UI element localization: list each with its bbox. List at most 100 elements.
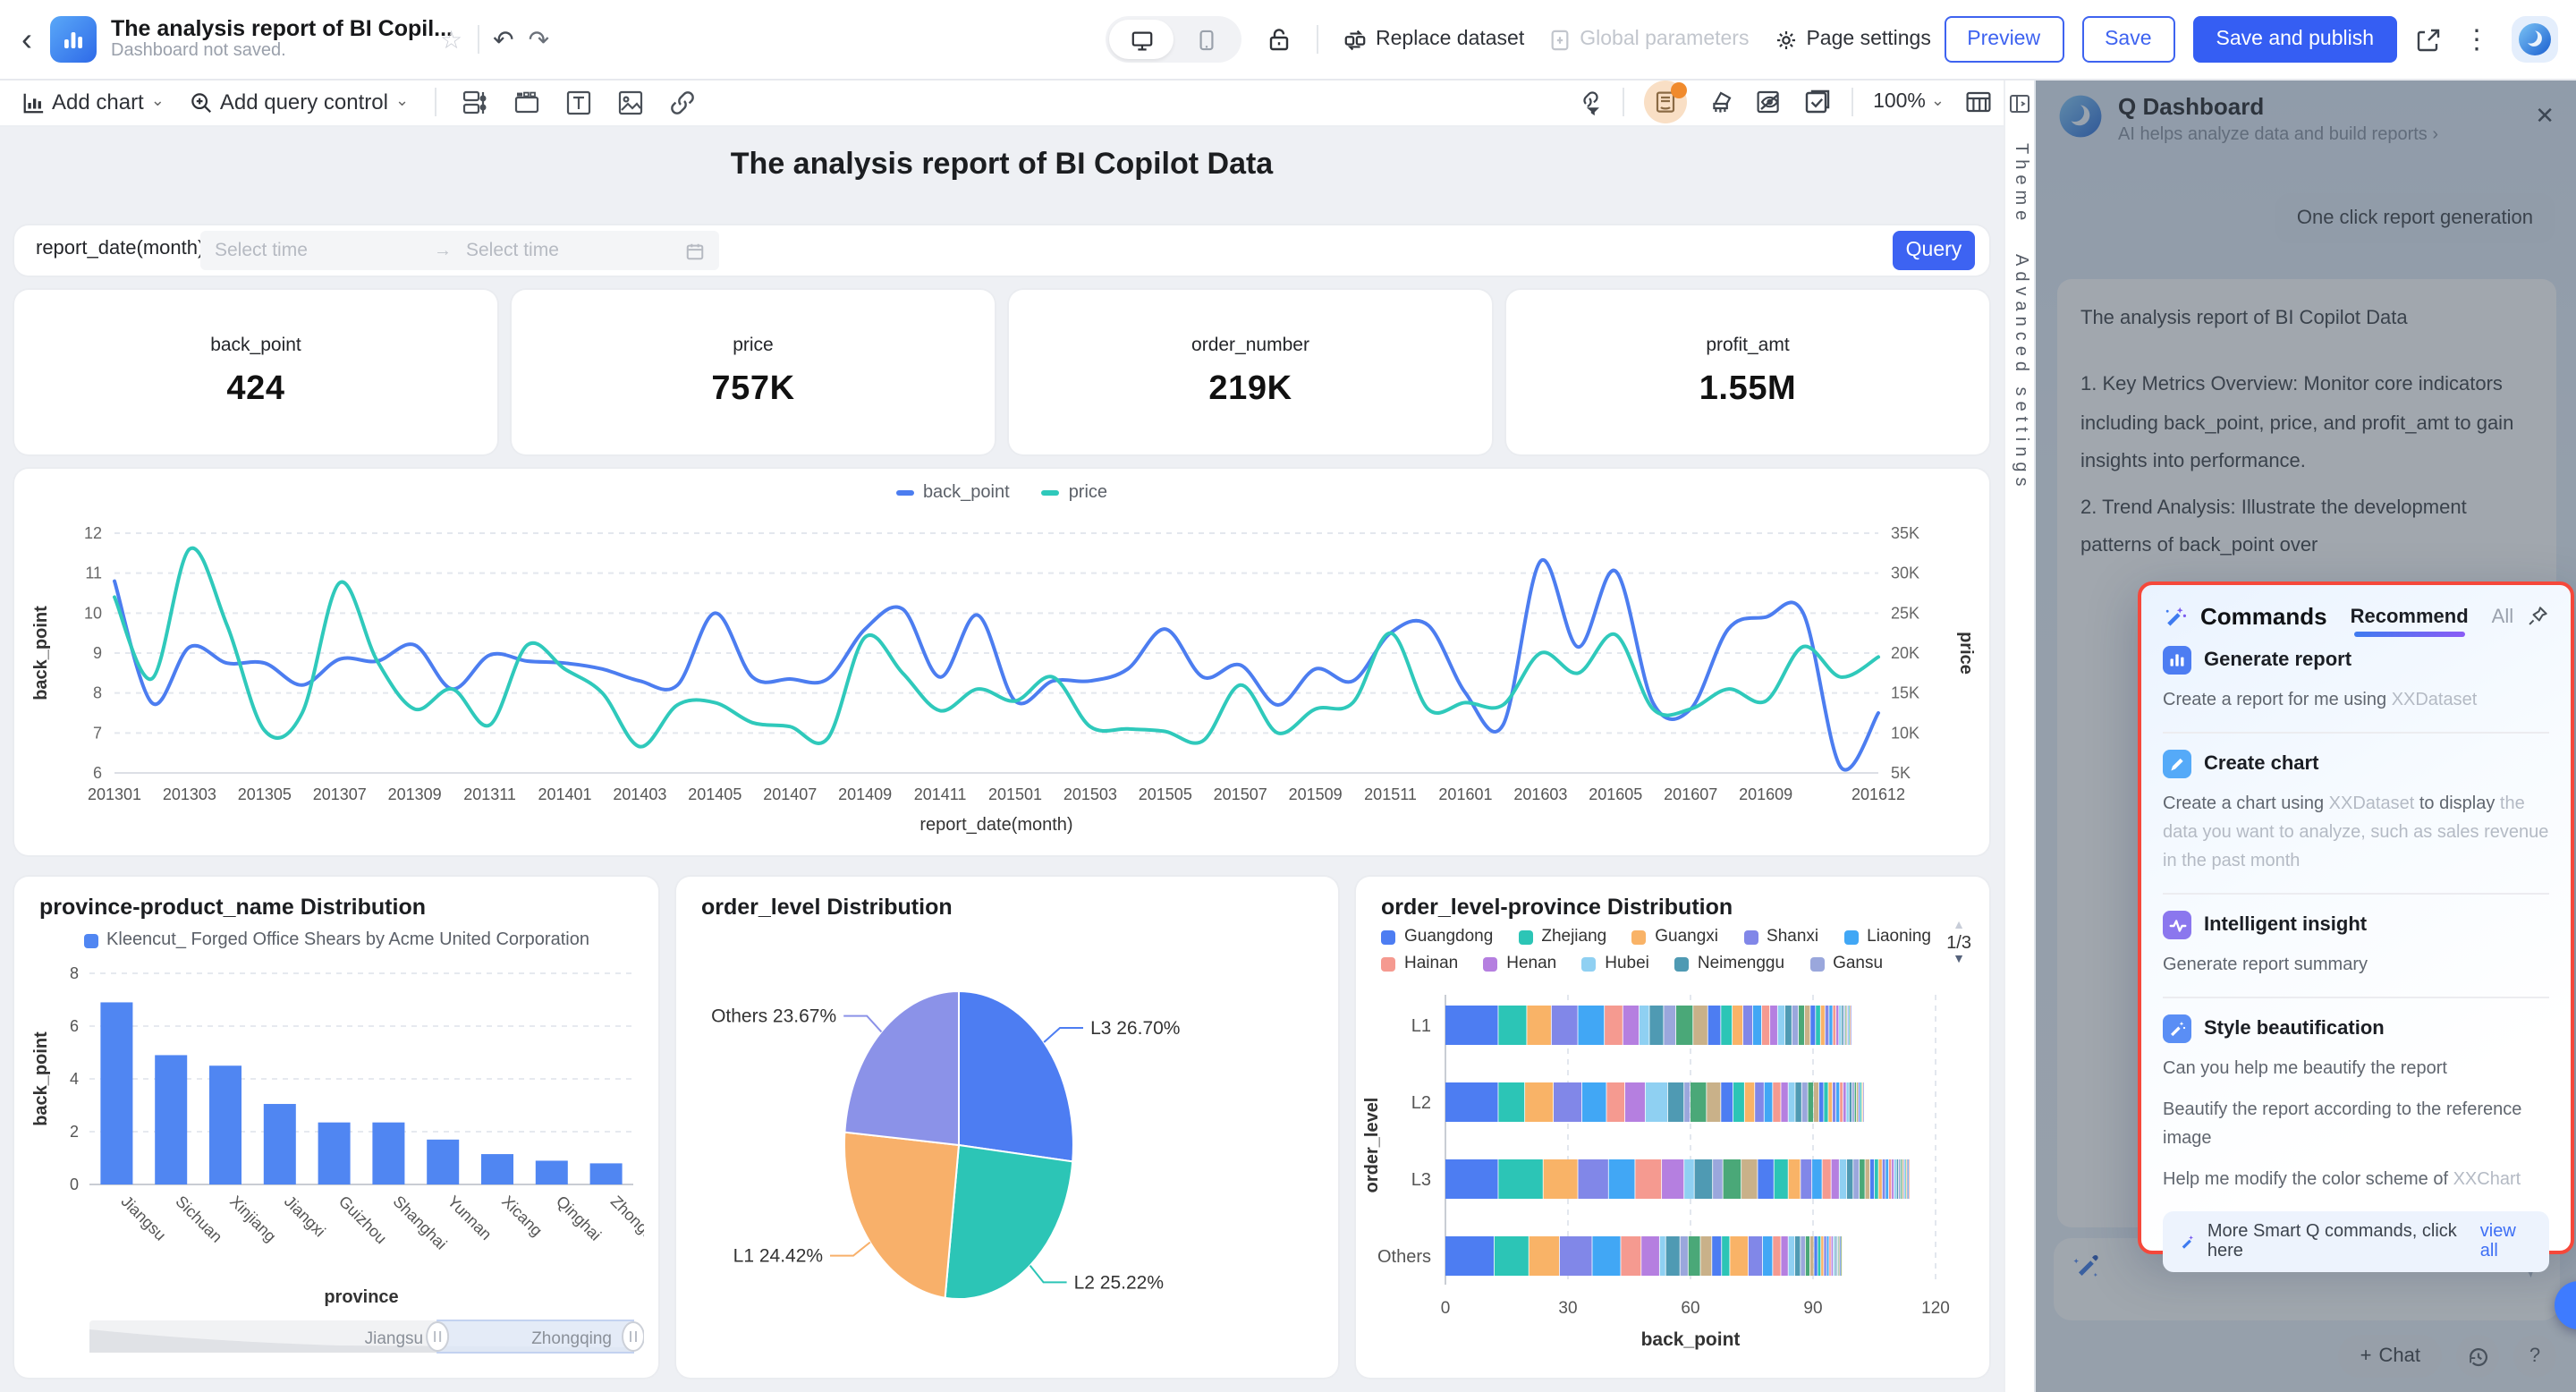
more-menu-icon[interactable]: ⋮ [2463,25,2490,55]
tab-all[interactable]: All [2491,606,2514,627]
svg-text:Guizhou: Guizhou [335,1193,391,1248]
command-item-create-chart[interactable]: Create chart Create a chart using XXDatas… [2163,750,2549,895]
add-query-control-button[interactable]: Add query control ⌄ [190,89,409,115]
svg-text:201409: 201409 [838,785,892,803]
mobile-view-toggle[interactable] [1174,20,1238,59]
kpi-card-profit-amt[interactable]: profit_amt 1.55M [1506,290,1989,454]
legend-item[interactable]: Guangxi [1631,927,1718,946]
command-item-style-beautification[interactable]: Style beautification Can you help me beau… [2163,1014,2549,1195]
command-item-generate-report[interactable]: Generate report Create a report for me us… [2163,646,2549,734]
theme-brush-icon[interactable] [1707,88,1735,116]
kpi-card-price[interactable]: price 757K [512,290,995,454]
kpi-card-back-point[interactable]: back_point 424 [14,290,497,454]
link-widget-icon[interactable] [668,89,695,115]
zoom-level-select[interactable]: 100% ⌄ [1873,90,1945,113]
grid-table-icon[interactable] [1964,88,1993,116]
favorite-star-icon[interactable]: ☆ [440,24,463,53]
svg-text:201401: 201401 [538,785,591,803]
advanced-settings-tab[interactable]: Advanced settings [2011,254,2030,492]
svg-text:6: 6 [93,764,102,782]
page-up-icon[interactable]: ▲ [1953,920,1966,932]
page-settings-button[interactable]: Page settings [1774,28,1931,51]
legend-item[interactable]: Neimenggu [1674,954,1784,973]
svg-text:order_level: order_level [1362,1098,1382,1193]
svg-text:province: province [324,1287,398,1307]
kpi-value: 1.55M [1699,370,1797,408]
global-parameters-button[interactable]: Global parameters [1549,28,1749,51]
legend-item[interactable]: back_point [895,483,1010,503]
kpi-label: back_point [210,335,301,356]
hide-preview-icon[interactable] [1755,88,1784,116]
device-toggle[interactable] [1106,16,1241,63]
legend-item[interactable]: Shanxi [1743,927,1818,946]
share-icon[interactable] [2415,26,2442,53]
bar-chart-card[interactable]: province-product_name Distribution Kleen… [14,877,658,1378]
command-title: Generate report [2204,649,2352,671]
svg-text:Xinjiang: Xinjiang [226,1193,279,1245]
tab-widget-icon[interactable] [513,89,539,115]
end-date-placeholder: Select time [466,240,559,261]
legend-item[interactable]: Zhejiang [1518,927,1606,946]
svg-text:11: 11 [85,564,102,582]
undo-icon[interactable]: ↶ [493,24,514,53]
svg-text:201407: 201407 [763,785,817,803]
date-range-input[interactable]: Select time → Select time [200,231,719,270]
command-item-intelligent-insight[interactable]: Intelligent insight Generate report summa… [2163,911,2549,998]
svg-text:Jiangsu: Jiangsu [118,1193,170,1244]
legend-item[interactable]: Gansu [1809,954,1883,973]
svg-text:201307: 201307 [313,785,367,803]
kpi-card-order-number[interactable]: order_number 219K [1009,290,1492,454]
command-description[interactable]: Help me modify the color scheme of XXCha… [2163,1170,2521,1190]
legend-item[interactable]: Hainan [1381,954,1458,973]
svg-text:2: 2 [70,1123,79,1141]
stacked-bar-card[interactable]: order_level-province Distribution Guangd… [1356,877,1989,1378]
legend-item[interactable]: Liaoning [1843,927,1931,946]
command-description[interactable]: Can you help me beautify the report [2163,1059,2447,1079]
save-and-publish-button[interactable]: Save and publish [2192,16,2397,63]
legend-item[interactable]: price [1041,483,1107,503]
svg-text:8: 8 [70,964,79,982]
preview-button[interactable]: Preview [1944,16,2064,63]
view-all-link[interactable]: view all [2479,1222,2516,1261]
query-control-bar: report_date(month) Select time → Select … [14,225,1989,276]
svg-text:201311: 201311 [463,785,516,803]
legend-item[interactable]: Hubei [1581,954,1649,973]
command-description[interactable]: Beautify the report according to the ref… [2163,1100,2522,1149]
pie-chart-card[interactable]: order_level Distribution L3 26.70% L2 25.… [676,877,1338,1378]
save-button[interactable]: Save [2081,16,2175,63]
back-icon[interactable]: ‹ [21,21,32,57]
image-widget-icon[interactable] [616,89,643,115]
legend-pager[interactable]: ▲ 1/3 ▼ [1946,920,1971,967]
link-filter-icon[interactable] [1574,88,1603,116]
replace-dataset-button[interactable]: Replace dataset [1343,28,1524,51]
line-chart-card[interactable]: back_point price 12 35K 11 30K 10 25K 9 20K 8 15K 7… [14,469,1989,855]
lock-icon[interactable] [1267,27,1292,52]
desktop-view-toggle[interactable] [1109,20,1174,59]
more-commands-row[interactable]: More Smart Q commands, click here view a… [2163,1211,2549,1272]
command-description[interactable]: Create a report for me using XXDataset [2163,691,2478,710]
svg-text:30K: 30K [1891,564,1919,582]
batch-select-icon[interactable] [1803,88,1832,116]
command-description[interactable]: Create a chart using XXDataset to displa… [2163,794,2549,871]
tab-recommend[interactable]: Recommend [2350,606,2469,636]
legend-item[interactable]: Guangdong [1381,927,1493,946]
text-widget-icon[interactable] [564,89,591,115]
redo-icon[interactable]: ↷ [528,24,550,53]
pie-chart-title: order_level Distribution [701,895,953,920]
collapse-panel-icon[interactable] [2009,93,2030,115]
add-chart-button[interactable]: Add chart ⌄ [21,89,165,115]
report-settings-highlight[interactable] [1644,81,1688,123]
control-layout-icon[interactable] [461,89,487,115]
page-down-icon[interactable]: ▼ [1953,953,1966,966]
bar-chart-title: province-product_name Distribution [39,895,426,920]
svg-text:Yunnan: Yunnan [444,1193,495,1243]
theme-tab[interactable]: Theme [2011,143,2030,226]
legend-item[interactable]: Henan [1483,954,1556,973]
pin-icon[interactable] [2526,605,2549,628]
ai-assistant-avatar[interactable] [2512,16,2558,63]
query-button[interactable]: Query [1893,231,1975,270]
dashboard-canvas: The analysis report of BI Copilot Data r… [0,125,2004,1392]
svg-text:back_point: back_point [1641,1329,1741,1350]
divider [477,25,479,54]
command-description[interactable]: Generate report summary [2163,955,2368,975]
